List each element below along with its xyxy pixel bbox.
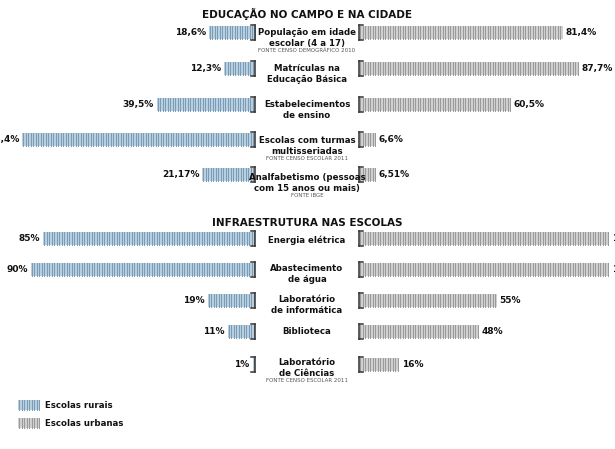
Bar (359, 168, 375, 181)
Bar (359, 26, 563, 39)
Bar (359, 62, 578, 75)
Text: FONTE CENSO DEMOGRÁFICO 2010: FONTE CENSO DEMOGRÁFICO 2010 (258, 48, 355, 53)
Text: Escolas com turmas
multisseriadas: Escolas com turmas multisseriadas (259, 136, 355, 156)
Bar (208, 26, 255, 39)
Text: 18,6%: 18,6% (175, 28, 205, 37)
Text: 93,4%: 93,4% (0, 135, 20, 144)
Bar (157, 98, 255, 111)
Text: FONTE CENSO ESCOLAR 2011: FONTE CENSO ESCOLAR 2011 (266, 156, 348, 161)
Bar (208, 294, 255, 307)
Text: Biblioteca: Biblioteca (283, 327, 331, 336)
Bar (253, 358, 255, 371)
Text: 87,7%: 87,7% (581, 64, 613, 73)
Text: 39,5%: 39,5% (122, 100, 154, 109)
Text: 12,3%: 12,3% (190, 64, 221, 73)
Text: 48%: 48% (482, 327, 504, 336)
Bar (359, 232, 609, 245)
Text: Matrículas na
Educação Básica: Matrículas na Educação Básica (267, 64, 347, 84)
Bar (359, 325, 479, 338)
Text: 1%: 1% (234, 360, 250, 369)
Text: Estabelecimentos
de ensino: Estabelecimentos de ensino (264, 100, 350, 120)
Text: 60,5%: 60,5% (514, 100, 544, 109)
Bar (359, 263, 609, 276)
Text: 6,51%: 6,51% (378, 170, 410, 179)
Bar (202, 168, 255, 181)
Bar (224, 62, 255, 75)
Text: FONTE CENSO ESCOLAR 2011: FONTE CENSO ESCOLAR 2011 (266, 378, 348, 383)
Bar (228, 325, 255, 338)
Text: EDUCAÇÃO NO CAMPO E NA CIDADE: EDUCAÇÃO NO CAMPO E NA CIDADE (202, 8, 412, 20)
Bar (18, 400, 40, 410)
Text: Abastecimento
de água: Abastecimento de água (271, 264, 344, 284)
Text: 19%: 19% (183, 296, 205, 305)
Text: 85%: 85% (19, 234, 41, 243)
Text: Escolas urbanas: Escolas urbanas (45, 418, 124, 427)
Bar (359, 98, 510, 111)
Bar (359, 294, 496, 307)
Bar (31, 263, 255, 276)
Bar (43, 232, 255, 245)
Text: 100%: 100% (612, 265, 615, 274)
Text: 6,6%: 6,6% (378, 135, 403, 144)
Text: 21,17%: 21,17% (162, 170, 199, 179)
Text: 81,4%: 81,4% (566, 28, 597, 37)
Bar (22, 133, 255, 146)
Bar (359, 358, 399, 371)
Text: 55%: 55% (499, 296, 521, 305)
Text: 16%: 16% (402, 360, 424, 369)
Text: FONTE IBGE: FONTE IBGE (291, 193, 323, 198)
Text: População em idade
escolar (4 a 17): População em idade escolar (4 a 17) (258, 28, 356, 48)
Text: Escolas rurais: Escolas rurais (45, 401, 113, 409)
Text: Laboratório
de Ciências: Laboratório de Ciências (279, 358, 336, 378)
Bar (359, 133, 376, 146)
Text: 100%: 100% (612, 234, 615, 243)
Text: 11%: 11% (203, 327, 224, 336)
Text: Laboratório
de informática: Laboratório de informática (271, 295, 343, 315)
Text: Energia elétrica: Energia elétrica (268, 235, 346, 245)
Text: INFRAESTRUTURA NAS ESCOLAS: INFRAESTRUTURA NAS ESCOLAS (212, 218, 402, 228)
Bar (18, 418, 40, 428)
Text: 90%: 90% (6, 265, 28, 274)
Text: Analfabetismo (pessoas
com 15 anos ou mais): Analfabetismo (pessoas com 15 anos ou ma… (248, 173, 365, 193)
